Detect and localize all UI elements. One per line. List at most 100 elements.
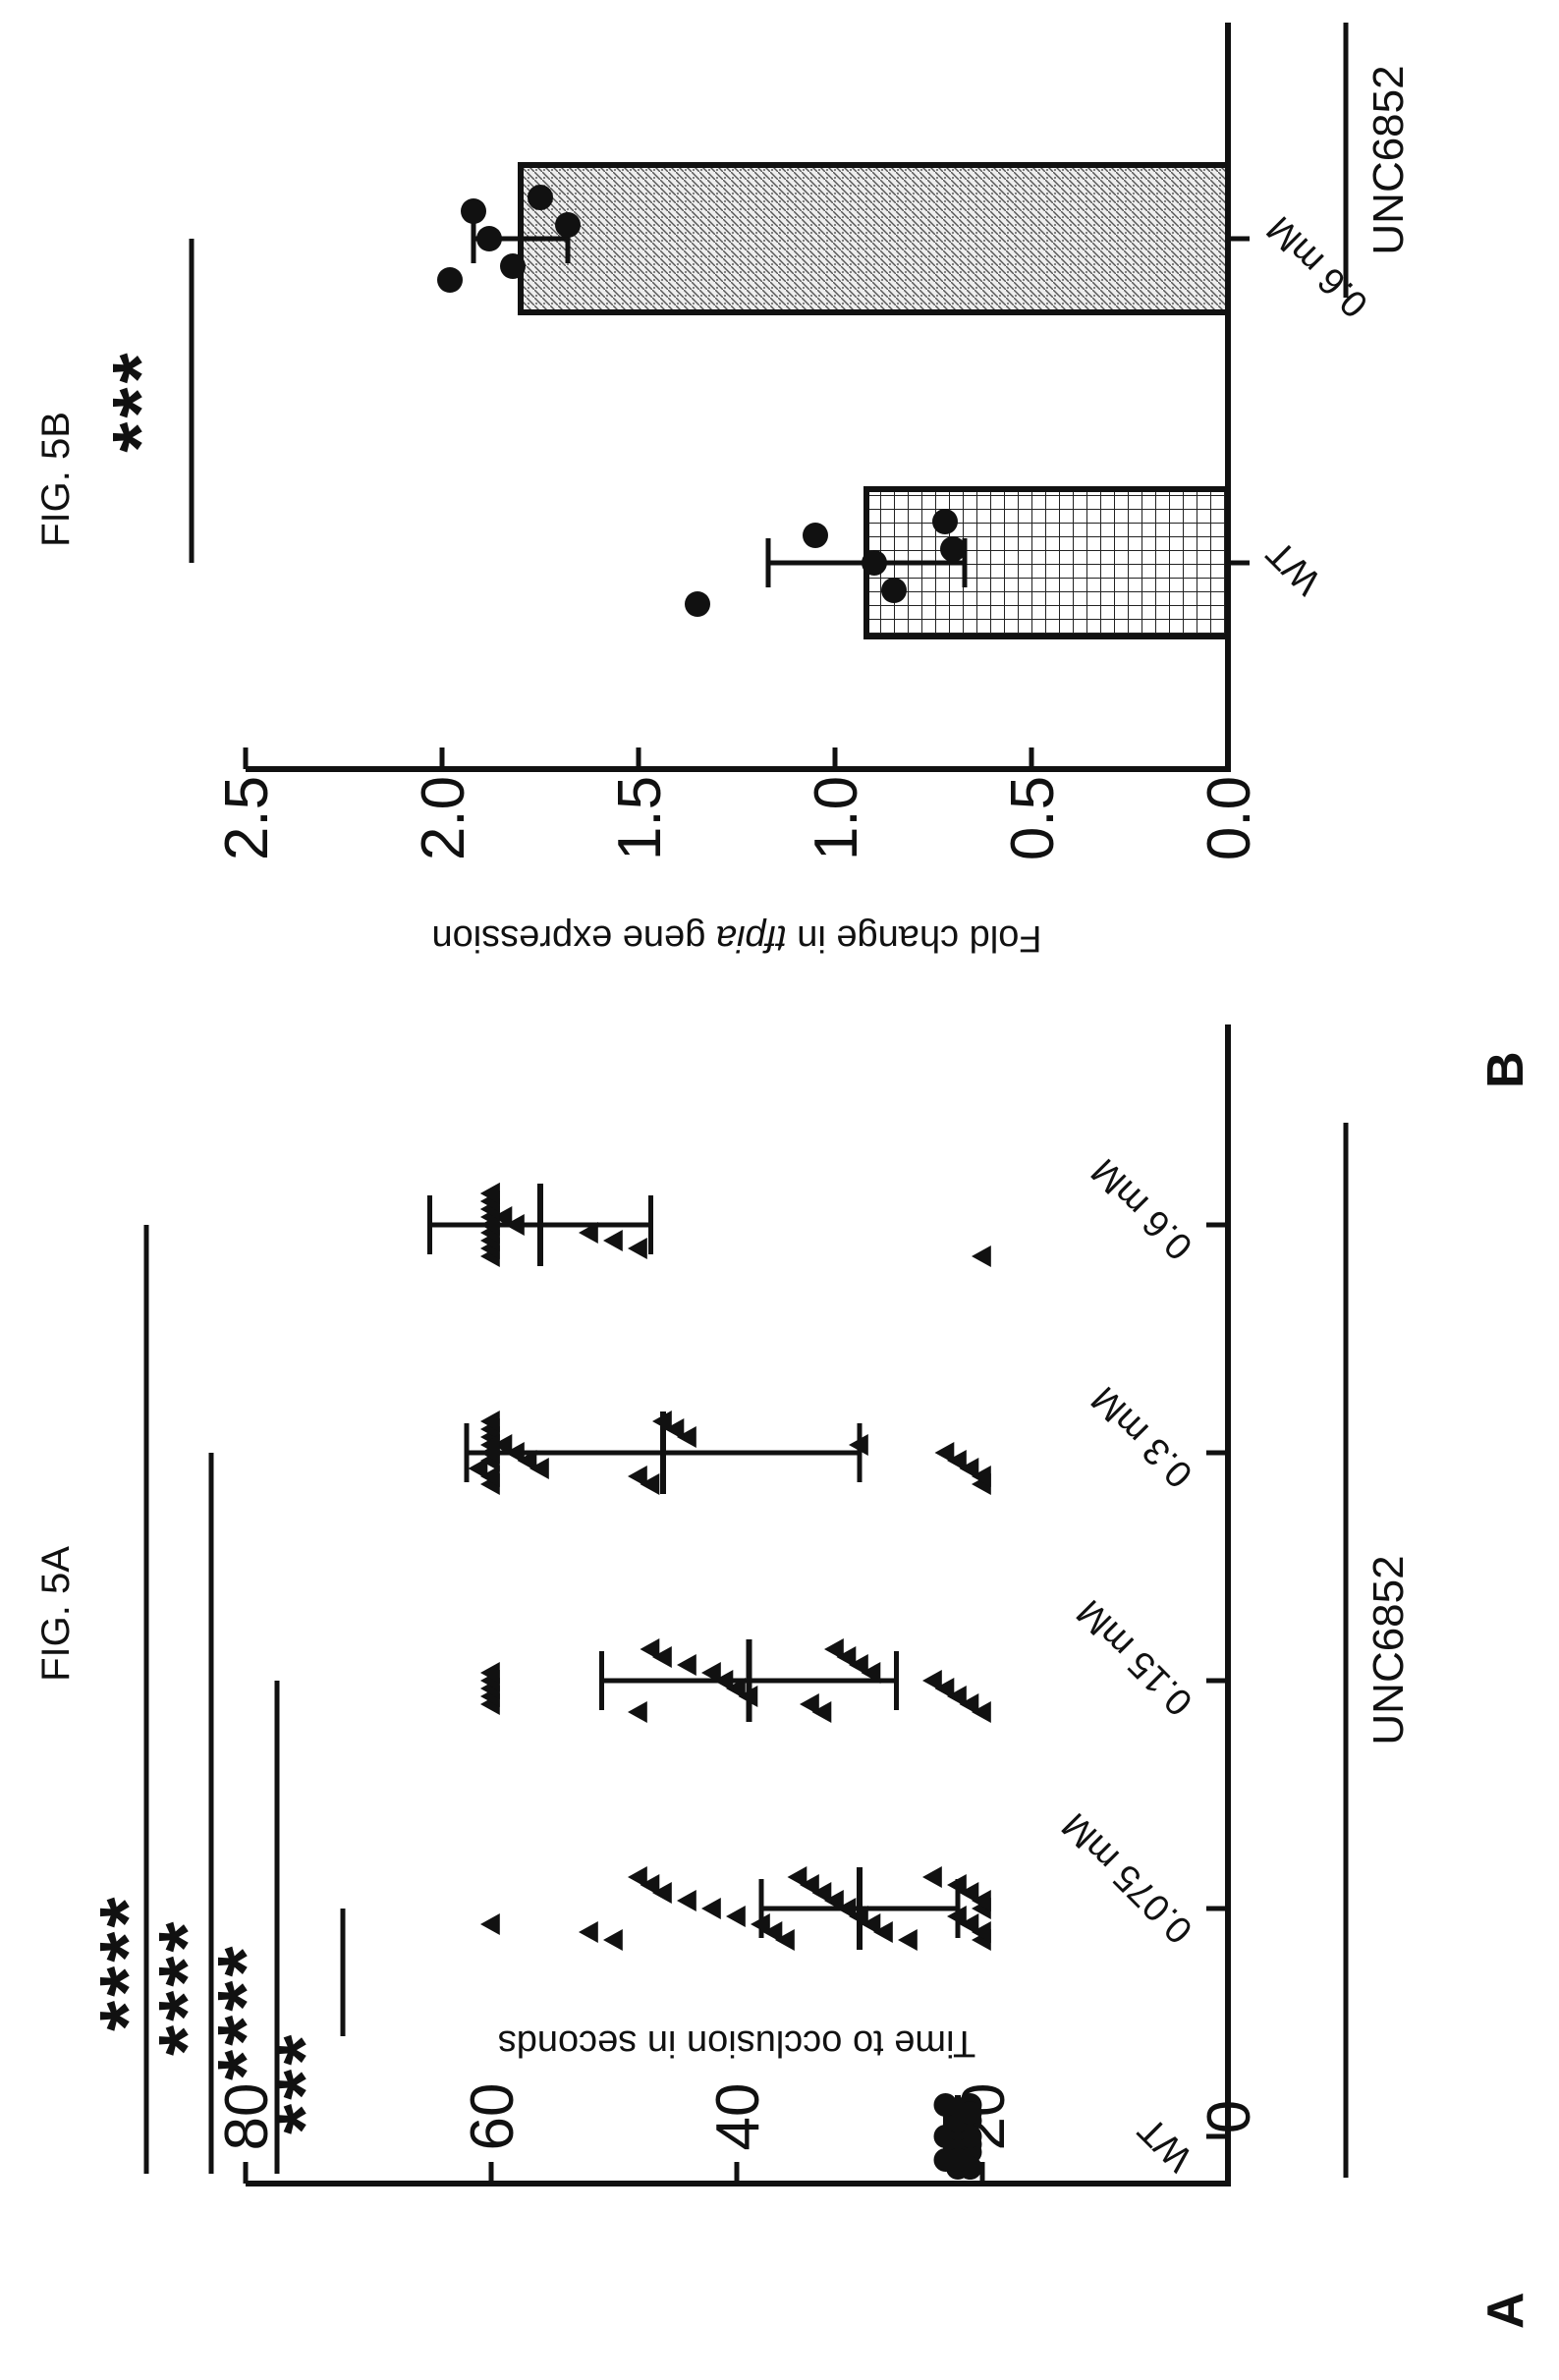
sig-stars-b: *** — [96, 349, 184, 452]
data-point — [529, 1458, 549, 1479]
data-point-b — [555, 212, 581, 238]
y-tick-label-b: 2.0 — [410, 776, 477, 860]
y-tick-label-a: 0 — [1196, 2100, 1263, 2133]
panel-b-letter: B — [1477, 1051, 1534, 1088]
data-point-b — [476, 226, 502, 251]
data-point — [959, 1693, 979, 1715]
x-tick-label-a: 0.6 mM — [1084, 1150, 1200, 1267]
data-point — [972, 1466, 991, 1487]
data-point — [934, 1678, 955, 1699]
y-tick-label-b: 2.5 — [213, 776, 281, 860]
data-point — [972, 1890, 991, 1911]
data-point — [468, 1458, 488, 1479]
x-tick-label-a: WT — [1131, 2109, 1200, 2179]
fig-b-title: FIG. 5B — [34, 412, 78, 547]
data-point — [640, 1473, 660, 1495]
data-point — [726, 1906, 746, 1927]
fig-a-title: FIG. 5A — [34, 1546, 78, 1682]
data-point — [701, 1898, 721, 1919]
sig-stars: **** — [84, 1893, 171, 2031]
data-point — [640, 1874, 660, 1896]
data-point — [947, 1450, 967, 1471]
group-label-b: UNC6852 — [1364, 65, 1413, 254]
data-point-b — [500, 253, 526, 279]
data-point — [628, 1701, 647, 1723]
data-point-b — [932, 509, 958, 534]
group-label-a: UNC6852 — [1364, 1555, 1413, 1744]
data-point — [824, 1638, 844, 1660]
data-point — [787, 1866, 807, 1888]
data-point — [603, 1230, 623, 1251]
data-point — [959, 1458, 979, 1479]
data-point — [873, 1921, 893, 1943]
data-point — [811, 1701, 832, 1723]
data-point — [603, 1929, 623, 1951]
data-point — [480, 1466, 500, 1487]
data-point — [628, 1238, 647, 1259]
data-point — [579, 1921, 598, 1943]
y-axis-label-b-gene: tfpia — [716, 917, 787, 959]
data-point-b — [803, 523, 828, 548]
data-point — [972, 1921, 991, 1943]
data-point-b — [881, 578, 907, 603]
data-point — [972, 1245, 991, 1267]
data-point — [640, 1638, 660, 1660]
data-point — [922, 1670, 942, 1691]
y-axis-label-a: Time to occlusion in seconds — [498, 2022, 976, 2064]
panel-b-chart: 0.0 0.5 1.0 1.5 2.0 2.5 Fold change in tfpia g… — [96, 23, 1413, 959]
x-tick-label-b: 0.6 mM — [1259, 208, 1376, 325]
panel-a-letter: A — [1477, 2292, 1534, 2329]
y-tick-label-a: 60 — [459, 2083, 527, 2151]
data-point — [628, 1466, 647, 1487]
data-point — [934, 1442, 955, 1464]
data-point-b — [940, 536, 966, 562]
y-axis-label-b-pre: Fold change in — [787, 917, 1042, 959]
data-point — [959, 1882, 979, 1904]
x-tick-label-a: 0.075 mM — [1054, 1804, 1200, 1951]
x-tick-label-a: 0.15 mM — [1069, 1591, 1200, 1723]
data-point — [480, 1662, 500, 1684]
data-point — [947, 1686, 967, 1707]
data-point — [480, 1913, 500, 1935]
data-point-b — [461, 198, 486, 224]
data-point — [922, 1866, 942, 1888]
data-point — [677, 1654, 696, 1676]
data-point-b — [528, 185, 553, 210]
x-tick-label-b: WT — [1259, 532, 1329, 602]
data-point — [933, 2093, 958, 2117]
data-point — [861, 1913, 881, 1935]
data-point — [775, 1929, 795, 1951]
data-point — [849, 1654, 868, 1676]
data-point — [762, 1921, 783, 1943]
y-tick-label-b: 1.5 — [606, 776, 674, 860]
data-point — [628, 1866, 647, 1888]
data-point — [898, 1929, 918, 1951]
data-point-b — [437, 267, 463, 293]
y-axis-label-b: Fold change in tfpia gene expression — [431, 917, 1041, 959]
data-point — [652, 1882, 672, 1904]
data-point-b — [862, 550, 887, 576]
data-point — [664, 1418, 685, 1440]
data-point — [959, 1913, 979, 1935]
y-tick-label-b: 0.5 — [999, 776, 1067, 860]
y-axis-label-b-post: gene expression — [431, 917, 715, 959]
sig-stars: **** — [142, 1917, 230, 2056]
x-tick-label-a: 0.3 mM — [1084, 1378, 1200, 1495]
y-tick-label-a: 40 — [704, 2083, 772, 2151]
data-point — [811, 1882, 832, 1904]
y-tick-label-b: 1.0 — [803, 776, 870, 860]
y-tick-label-b: 0.0 — [1196, 776, 1263, 860]
data-point — [677, 1426, 696, 1448]
data-point-b — [685, 591, 710, 617]
data-point — [836, 1646, 857, 1668]
data-point — [652, 1646, 672, 1668]
data-point — [972, 1701, 991, 1723]
data-point — [800, 1874, 819, 1896]
data-point — [480, 1411, 500, 1432]
data-point — [800, 1693, 819, 1715]
data-point — [480, 1183, 500, 1204]
bar — [518, 162, 1231, 315]
